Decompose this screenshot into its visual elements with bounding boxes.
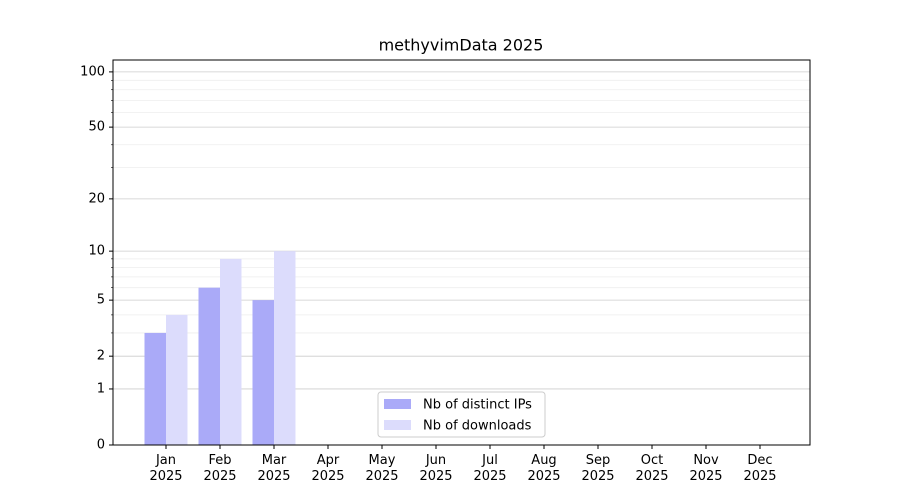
bar — [144, 332, 166, 445]
x-tick-label: Mar 2025 — [257, 453, 291, 484]
bar — [198, 287, 220, 445]
y-tick-label: 2 — [97, 349, 105, 364]
y-tick-label: 100 — [80, 64, 105, 79]
bar — [274, 251, 296, 445]
y-tick-label: 10 — [88, 244, 105, 259]
y-tick-label: 5 — [97, 293, 105, 308]
legend-box — [377, 391, 546, 438]
legend-label: Nb of distinct IPs — [423, 398, 532, 413]
legend-swatch — [384, 399, 411, 409]
x-tick-label: Nov 2025 — [689, 453, 723, 484]
y-tick-label: 1 — [97, 381, 105, 396]
y-tick-label: 50 — [88, 120, 105, 135]
x-tick-label: Feb 2025 — [203, 453, 237, 484]
x-tick-label: Jun 2025 — [419, 453, 453, 484]
x-tick-label: Jul 2025 — [473, 453, 507, 484]
x-tick-label: May 2025 — [365, 453, 399, 484]
x-tick-label: Dec 2025 — [743, 453, 777, 484]
x-tick-label: Apr 2025 — [311, 453, 345, 484]
x-tick-label: Oct 2025 — [635, 453, 669, 484]
x-tick-label: Sep 2025 — [581, 453, 615, 484]
bar — [220, 258, 242, 445]
bar — [166, 314, 188, 445]
x-tick-label: Aug 2025 — [527, 453, 561, 484]
legend-label: Nb of downloads — [423, 419, 532, 434]
y-tick-label: 0 — [97, 438, 105, 453]
legend-swatch — [384, 420, 411, 430]
plot-frame — [112, 59, 811, 446]
chart-title: methyvimData 2025 — [379, 36, 544, 55]
x-tick-label: Jan 2025 — [149, 453, 183, 484]
y-tick-label: 20 — [88, 191, 105, 206]
bar — [252, 300, 274, 445]
